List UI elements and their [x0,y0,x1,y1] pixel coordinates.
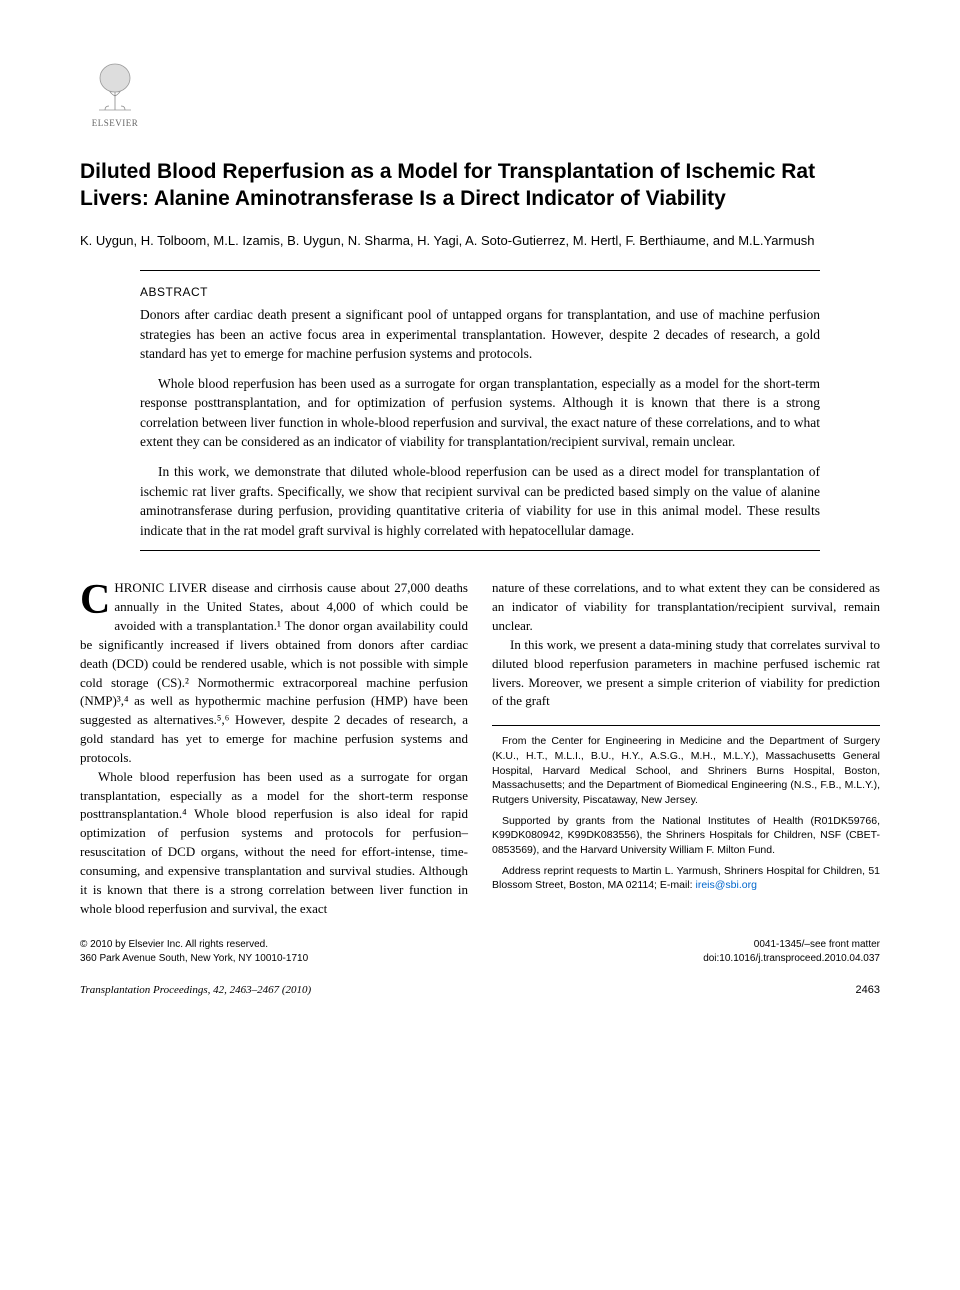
body-p4: In this work, we present a data-mining s… [492,636,880,711]
page-footer: © 2010 by Elsevier Inc. All rights reser… [80,938,880,966]
reprint-text: Address reprint requests to Martin L. Ya… [492,865,880,892]
abstract-p1: Donors after cardiac death present a sig… [140,305,820,364]
corresponding-email[interactable]: ireis@sbi.org [695,879,756,891]
body-p1: CHRONIC LIVER disease and cirrhosis caus… [80,579,468,767]
body-columns: CHRONIC LIVER disease and cirrhosis caus… [80,579,880,918]
page-number: 2463 [856,984,880,996]
elsevier-tree-icon [89,60,141,116]
dropcap: C [80,579,114,619]
issn-line: 0041-1345/–see front matter [703,938,880,952]
body-p1-text: HRONIC LIVER disease and cirrhosis cause… [80,580,468,765]
body-p2: Whole blood reperfusion has been used as… [80,768,468,919]
footer-right: 0041-1345/–see front matter doi:10.1016/… [703,938,880,966]
abstract-p2: Whole blood reperfusion has been used as… [140,374,820,452]
author-list: K. Uygun, H. Tolboom, M.L. Izamis, B. Uy… [80,231,880,251]
footer-left: © 2010 by Elsevier Inc. All rights reser… [80,938,308,966]
affiliation-support: Supported by grants from the National In… [492,814,880,858]
affiliations-block: From the Center for Engineering in Medic… [492,725,880,893]
journal-line: Transplantation Proceedings, 42, 2463–24… [80,984,880,996]
publisher-address: 360 Park Avenue South, New York, NY 1001… [80,952,308,966]
body-p3: nature of these correlations, and to wha… [492,579,880,636]
rule-bottom [140,550,820,551]
abstract-p3: In this work, we demonstrate that dilute… [140,462,820,540]
journal-citation: Transplantation Proceedings, 42, 2463–24… [80,984,311,996]
affiliation-correspondence: Address reprint requests to Martin L. Ya… [492,864,880,893]
affiliation-from: From the Center for Engineering in Medic… [492,734,880,807]
doi-line: doi:10.1016/j.transproceed.2010.04.037 [703,952,880,966]
publisher-logo: ELSEVIER [80,60,150,128]
article-title: Diluted Blood Reperfusion as a Model for… [80,158,880,213]
column-left: CHRONIC LIVER disease and cirrhosis caus… [80,579,468,918]
publisher-name: ELSEVIER [80,118,150,128]
header-row: ELSEVIER [80,60,880,128]
abstract-heading: ABSTRACT [140,285,820,299]
abstract-block: ABSTRACT Donors after cardiac death pres… [80,270,880,551]
column-right: nature of these correlations, and to wha… [492,579,880,918]
rule-top [140,270,820,271]
copyright-line: © 2010 by Elsevier Inc. All rights reser… [80,938,308,952]
